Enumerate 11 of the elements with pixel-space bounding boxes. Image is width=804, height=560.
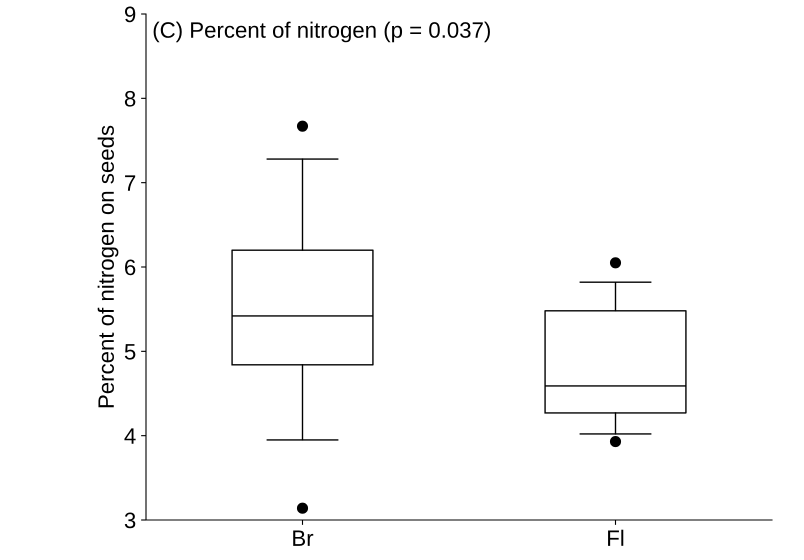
y-tick-label: 4: [124, 428, 136, 444]
y-tick-label: 9: [124, 6, 136, 22]
y-tick-label: 8: [124, 90, 136, 107]
y-axis-title: Percent of nitrogen on seeds: [98, 126, 118, 408]
y-tick-label: 3: [124, 512, 136, 528]
y-tick-label: 5: [124, 344, 136, 360]
y-tick-label: 7: [125, 175, 136, 191]
chart-title: (C) Percent of nitrogen (p = 0.037): [154, 22, 490, 42]
x-tick-label: Br: [293, 530, 314, 546]
y-tick-label: 6: [125, 260, 136, 276]
x-tick-label: Fl: [608, 530, 624, 546]
